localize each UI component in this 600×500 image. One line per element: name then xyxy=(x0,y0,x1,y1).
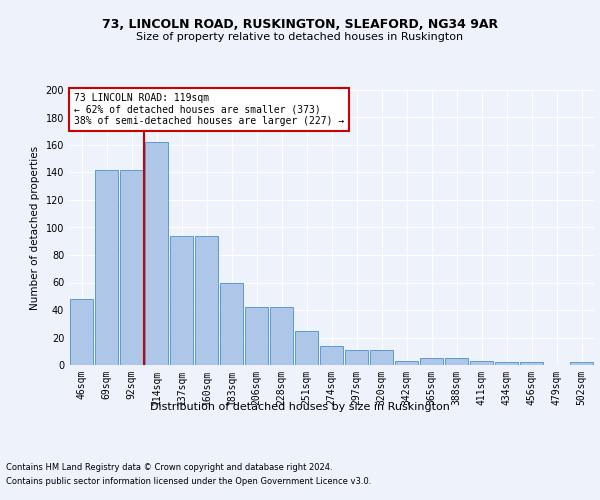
Bar xyxy=(195,236,218,365)
Bar xyxy=(520,362,543,365)
Bar xyxy=(420,358,443,365)
Text: Distribution of detached houses by size in Ruskington: Distribution of detached houses by size … xyxy=(150,402,450,412)
Bar xyxy=(245,307,268,365)
Bar xyxy=(95,170,118,365)
Text: Size of property relative to detached houses in Ruskington: Size of property relative to detached ho… xyxy=(136,32,464,42)
Text: Contains HM Land Registry data © Crown copyright and database right 2024.: Contains HM Land Registry data © Crown c… xyxy=(6,462,332,471)
Bar xyxy=(120,170,143,365)
Bar xyxy=(370,350,393,365)
Bar xyxy=(445,358,468,365)
Y-axis label: Number of detached properties: Number of detached properties xyxy=(30,146,40,310)
Bar xyxy=(570,362,593,365)
Bar xyxy=(295,330,318,365)
Bar xyxy=(170,236,193,365)
Bar xyxy=(495,362,518,365)
Bar xyxy=(320,346,343,365)
Bar xyxy=(345,350,368,365)
Bar xyxy=(70,299,93,365)
Bar xyxy=(220,282,243,365)
Bar xyxy=(145,142,168,365)
Bar xyxy=(470,361,493,365)
Text: 73, LINCOLN ROAD, RUSKINGTON, SLEAFORD, NG34 9AR: 73, LINCOLN ROAD, RUSKINGTON, SLEAFORD, … xyxy=(102,18,498,30)
Text: Contains public sector information licensed under the Open Government Licence v3: Contains public sector information licen… xyxy=(6,478,371,486)
Bar xyxy=(395,361,418,365)
Text: 73 LINCOLN ROAD: 119sqm
← 62% of detached houses are smaller (373)
38% of semi-d: 73 LINCOLN ROAD: 119sqm ← 62% of detache… xyxy=(74,92,344,126)
Bar xyxy=(270,307,293,365)
